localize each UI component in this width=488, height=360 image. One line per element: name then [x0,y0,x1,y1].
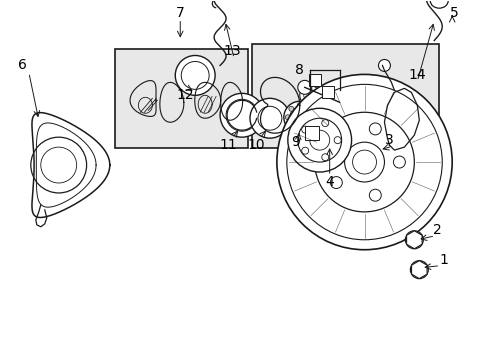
Circle shape [330,177,342,189]
Circle shape [325,114,333,122]
Circle shape [297,118,341,162]
Text: 6: 6 [19,58,27,72]
Circle shape [301,126,308,133]
Circle shape [408,235,419,245]
Circle shape [368,123,381,135]
Circle shape [258,106,281,130]
Circle shape [308,115,314,120]
Circle shape [285,115,290,120]
Circle shape [305,123,310,128]
Circle shape [414,266,423,274]
Circle shape [314,103,324,113]
Circle shape [322,111,336,125]
Circle shape [297,80,311,94]
Text: 8: 8 [295,63,304,77]
Circle shape [288,106,293,111]
Circle shape [321,120,328,127]
Bar [308,75,320,86]
Circle shape [288,123,293,128]
Circle shape [289,107,309,127]
Circle shape [276,75,451,250]
Bar [304,126,318,140]
Circle shape [220,93,264,137]
Circle shape [409,236,417,244]
Circle shape [225,99,258,131]
Circle shape [311,100,327,116]
Bar [115,49,247,148]
Circle shape [330,136,342,148]
Circle shape [390,117,407,133]
Text: 1: 1 [439,253,448,267]
Circle shape [286,84,441,240]
Circle shape [297,103,302,108]
Circle shape [321,154,328,161]
Circle shape [181,62,209,89]
Circle shape [299,85,319,105]
Circle shape [378,59,389,71]
Circle shape [344,142,384,182]
Circle shape [41,147,77,183]
Circle shape [306,128,316,138]
Text: 5: 5 [449,6,458,20]
Circle shape [413,265,424,275]
Circle shape [409,261,427,279]
Circle shape [294,112,304,122]
Circle shape [175,55,215,95]
Text: 4: 4 [325,175,333,189]
Circle shape [283,101,315,133]
Text: 2: 2 [432,223,441,237]
Text: 13: 13 [223,44,241,58]
Circle shape [301,147,308,154]
Circle shape [303,89,315,101]
Text: 10: 10 [246,138,264,152]
Circle shape [305,106,310,111]
Text: 12: 12 [176,88,194,102]
Circle shape [333,137,341,144]
Circle shape [393,156,405,168]
Bar [321,86,333,98]
Circle shape [31,137,86,193]
Circle shape [287,108,351,172]
Circle shape [309,130,329,150]
Circle shape [368,189,381,201]
Circle shape [352,150,376,174]
Text: 9: 9 [291,135,300,149]
Circle shape [405,231,423,249]
Circle shape [297,127,302,132]
Text: 14: 14 [407,68,425,82]
Text: 7: 7 [176,6,184,20]
Bar [251,44,438,148]
Circle shape [249,98,289,138]
Text: 11: 11 [219,138,237,152]
Text: 3: 3 [384,133,393,147]
Circle shape [397,95,410,109]
Circle shape [314,112,413,212]
